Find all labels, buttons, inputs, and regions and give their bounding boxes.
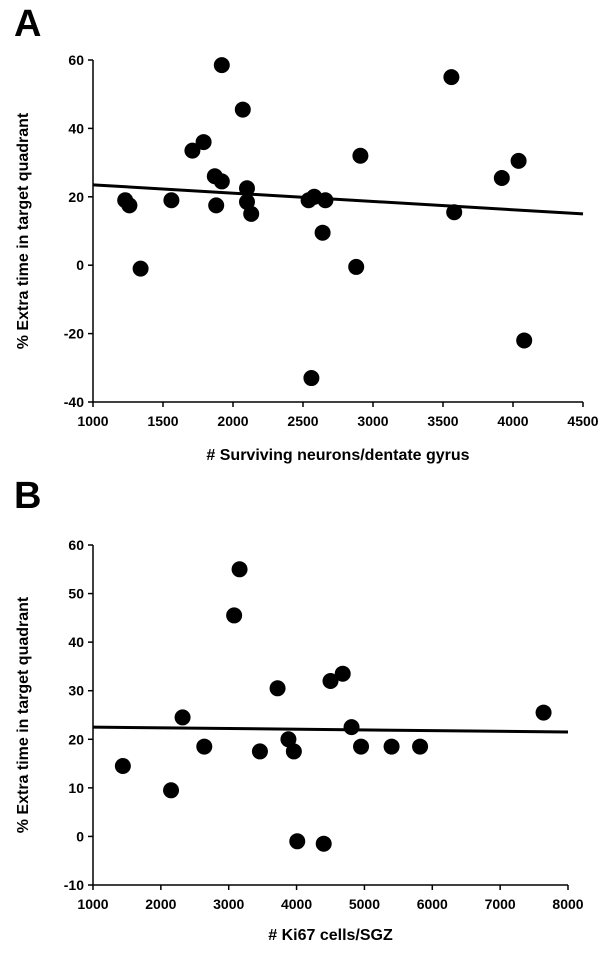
x-tick-label: 4000: [281, 896, 312, 912]
data-point: [353, 738, 370, 755]
data-point: [213, 173, 230, 190]
y-tick-label: 30: [68, 683, 84, 699]
axes-b: -10 0 10 20 30 40 50 60 1000 2000 3000 4000 5000 6000…: [64, 537, 584, 912]
data-point: [132, 260, 149, 277]
x-tick-label: 2500: [287, 413, 318, 429]
data-point: [243, 205, 260, 222]
y-tick-label: -10: [64, 877, 84, 893]
x-axis-label-a: # Surviving neurons/dentate gyrus: [206, 447, 469, 464]
x-tick-label: 1000: [77, 896, 108, 912]
axes-a: -40 -20 0 20 40 60 1000 1500 2000 2500 3000 3500 400…: [64, 52, 599, 429]
data-point: [317, 192, 334, 209]
x-tick-label: 5000: [349, 896, 380, 912]
x-tick-label: 3000: [213, 896, 244, 912]
data-point: [348, 258, 365, 275]
data-point: [412, 738, 429, 755]
x-axis-label-b: # Ki67 cells/SGZ: [268, 927, 393, 944]
y-axis-label-b: % Extra time in target quadrant: [15, 596, 32, 833]
data-point: [226, 607, 243, 624]
y-tick-label: 10: [68, 780, 84, 796]
y-tick-label: 60: [68, 537, 84, 553]
panel-letter-b: B: [14, 475, 41, 517]
x-tick-label: 1500: [147, 413, 178, 429]
y-tick-label: 40: [68, 120, 84, 136]
trendline-b: [92, 725, 569, 734]
data-point: [516, 332, 533, 349]
points-b: [92, 561, 569, 852]
y-tick-label: 60: [68, 52, 84, 68]
y-axis-label-a: % Extra time in target quadrant: [15, 112, 32, 349]
x-tick-label: 6000: [417, 896, 448, 912]
panel-b: B % Extra time in target quadrant # Ki67…: [14, 475, 584, 944]
data-point: [251, 743, 268, 760]
x-tick-label: 1000: [77, 413, 108, 429]
data-point: [322, 673, 339, 689]
data-point: [174, 709, 191, 726]
data-point: [510, 152, 527, 169]
y-tick-label: -40: [64, 394, 84, 410]
data-point: [343, 719, 360, 736]
data-point: [446, 204, 463, 221]
data-point: [303, 370, 320, 387]
data-point: [196, 738, 213, 755]
y-tick-label: 20: [68, 731, 84, 747]
data-point: [163, 782, 180, 799]
x-tick-label: 3000: [357, 413, 388, 429]
panel-letter-a: A: [14, 3, 41, 45]
x-tick-label: 2000: [145, 896, 176, 912]
points-a: [92, 57, 584, 387]
data-point: [334, 665, 351, 682]
data-point: [184, 142, 201, 159]
data-point: [289, 833, 306, 850]
x-tick-label: 7000: [485, 896, 516, 912]
x-tick-label: 4000: [497, 413, 528, 429]
data-point: [231, 561, 248, 578]
y-tick-label: -20: [64, 326, 84, 342]
y-tick-label: 40: [68, 634, 84, 650]
data-point: [493, 169, 510, 186]
data-point: [213, 57, 230, 74]
data-point: [269, 680, 286, 697]
x-tick-label: 3500: [427, 413, 458, 429]
data-point: [285, 743, 302, 760]
y-tick-label: 0: [76, 828, 84, 844]
data-point: [352, 147, 369, 164]
data-point: [114, 758, 131, 774]
data-point: [443, 69, 460, 86]
data-point: [163, 192, 180, 209]
x-tick-label: 8000: [552, 896, 583, 912]
panel-a: A % Extra time in target quadrant # Surv…: [14, 3, 599, 464]
data-point: [280, 731, 297, 748]
y-tick-label: 20: [68, 189, 84, 205]
trendline-a: [92, 183, 584, 216]
x-tick-label: 4500: [567, 413, 598, 429]
data-point: [208, 197, 225, 214]
data-point: [121, 197, 138, 214]
y-tick-label: 0: [76, 257, 84, 273]
data-point: [383, 738, 400, 755]
x-tick-label: 2000: [217, 413, 248, 429]
data-point: [315, 835, 332, 852]
y-tick-label: 50: [68, 586, 84, 602]
data-point: [234, 101, 251, 118]
data-point: [535, 704, 552, 721]
data-point: [314, 224, 331, 241]
data-point: [195, 134, 212, 151]
